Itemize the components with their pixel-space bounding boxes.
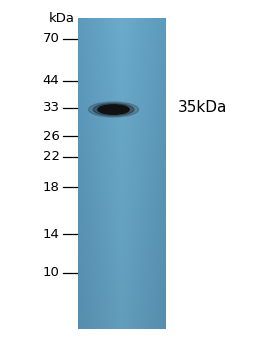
Text: 26: 26	[43, 130, 60, 143]
Text: 33: 33	[43, 101, 60, 114]
Ellipse shape	[98, 105, 129, 114]
Ellipse shape	[93, 103, 134, 116]
Text: 22: 22	[43, 150, 60, 163]
Text: 10: 10	[43, 267, 60, 279]
Text: 44: 44	[43, 74, 60, 87]
Text: 70: 70	[43, 32, 60, 45]
Ellipse shape	[88, 102, 139, 117]
Text: 14: 14	[43, 228, 60, 241]
Text: kDa: kDa	[48, 12, 74, 25]
Text: 35kDa: 35kDa	[177, 100, 227, 115]
Text: 18: 18	[43, 181, 60, 193]
